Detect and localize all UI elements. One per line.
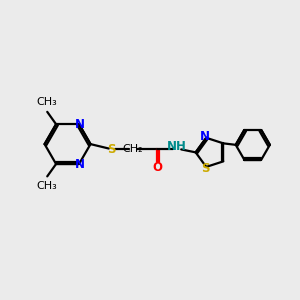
Text: CH₃: CH₃ [37, 181, 58, 191]
Text: NH: NH [167, 140, 187, 153]
Text: N: N [200, 130, 210, 143]
Text: CH₂: CH₂ [123, 144, 143, 154]
Text: N: N [75, 118, 85, 131]
Text: N: N [75, 158, 85, 170]
Text: O: O [152, 160, 162, 174]
Text: S: S [201, 162, 210, 175]
Text: CH₃: CH₃ [37, 97, 58, 107]
Text: S: S [107, 143, 116, 156]
